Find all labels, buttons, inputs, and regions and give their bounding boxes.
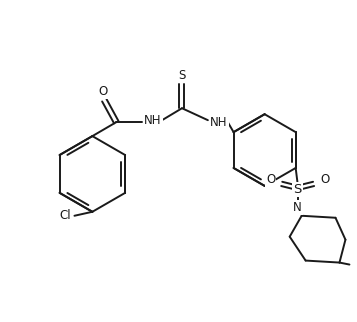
Text: Cl: Cl	[60, 209, 71, 222]
Text: O: O	[320, 174, 329, 186]
Text: O: O	[266, 174, 275, 186]
Text: S: S	[178, 69, 186, 82]
Text: O: O	[99, 85, 108, 98]
Text: NH: NH	[210, 116, 227, 129]
Text: S: S	[293, 183, 302, 196]
Text: NH: NH	[144, 114, 162, 127]
Text: N: N	[293, 201, 302, 214]
